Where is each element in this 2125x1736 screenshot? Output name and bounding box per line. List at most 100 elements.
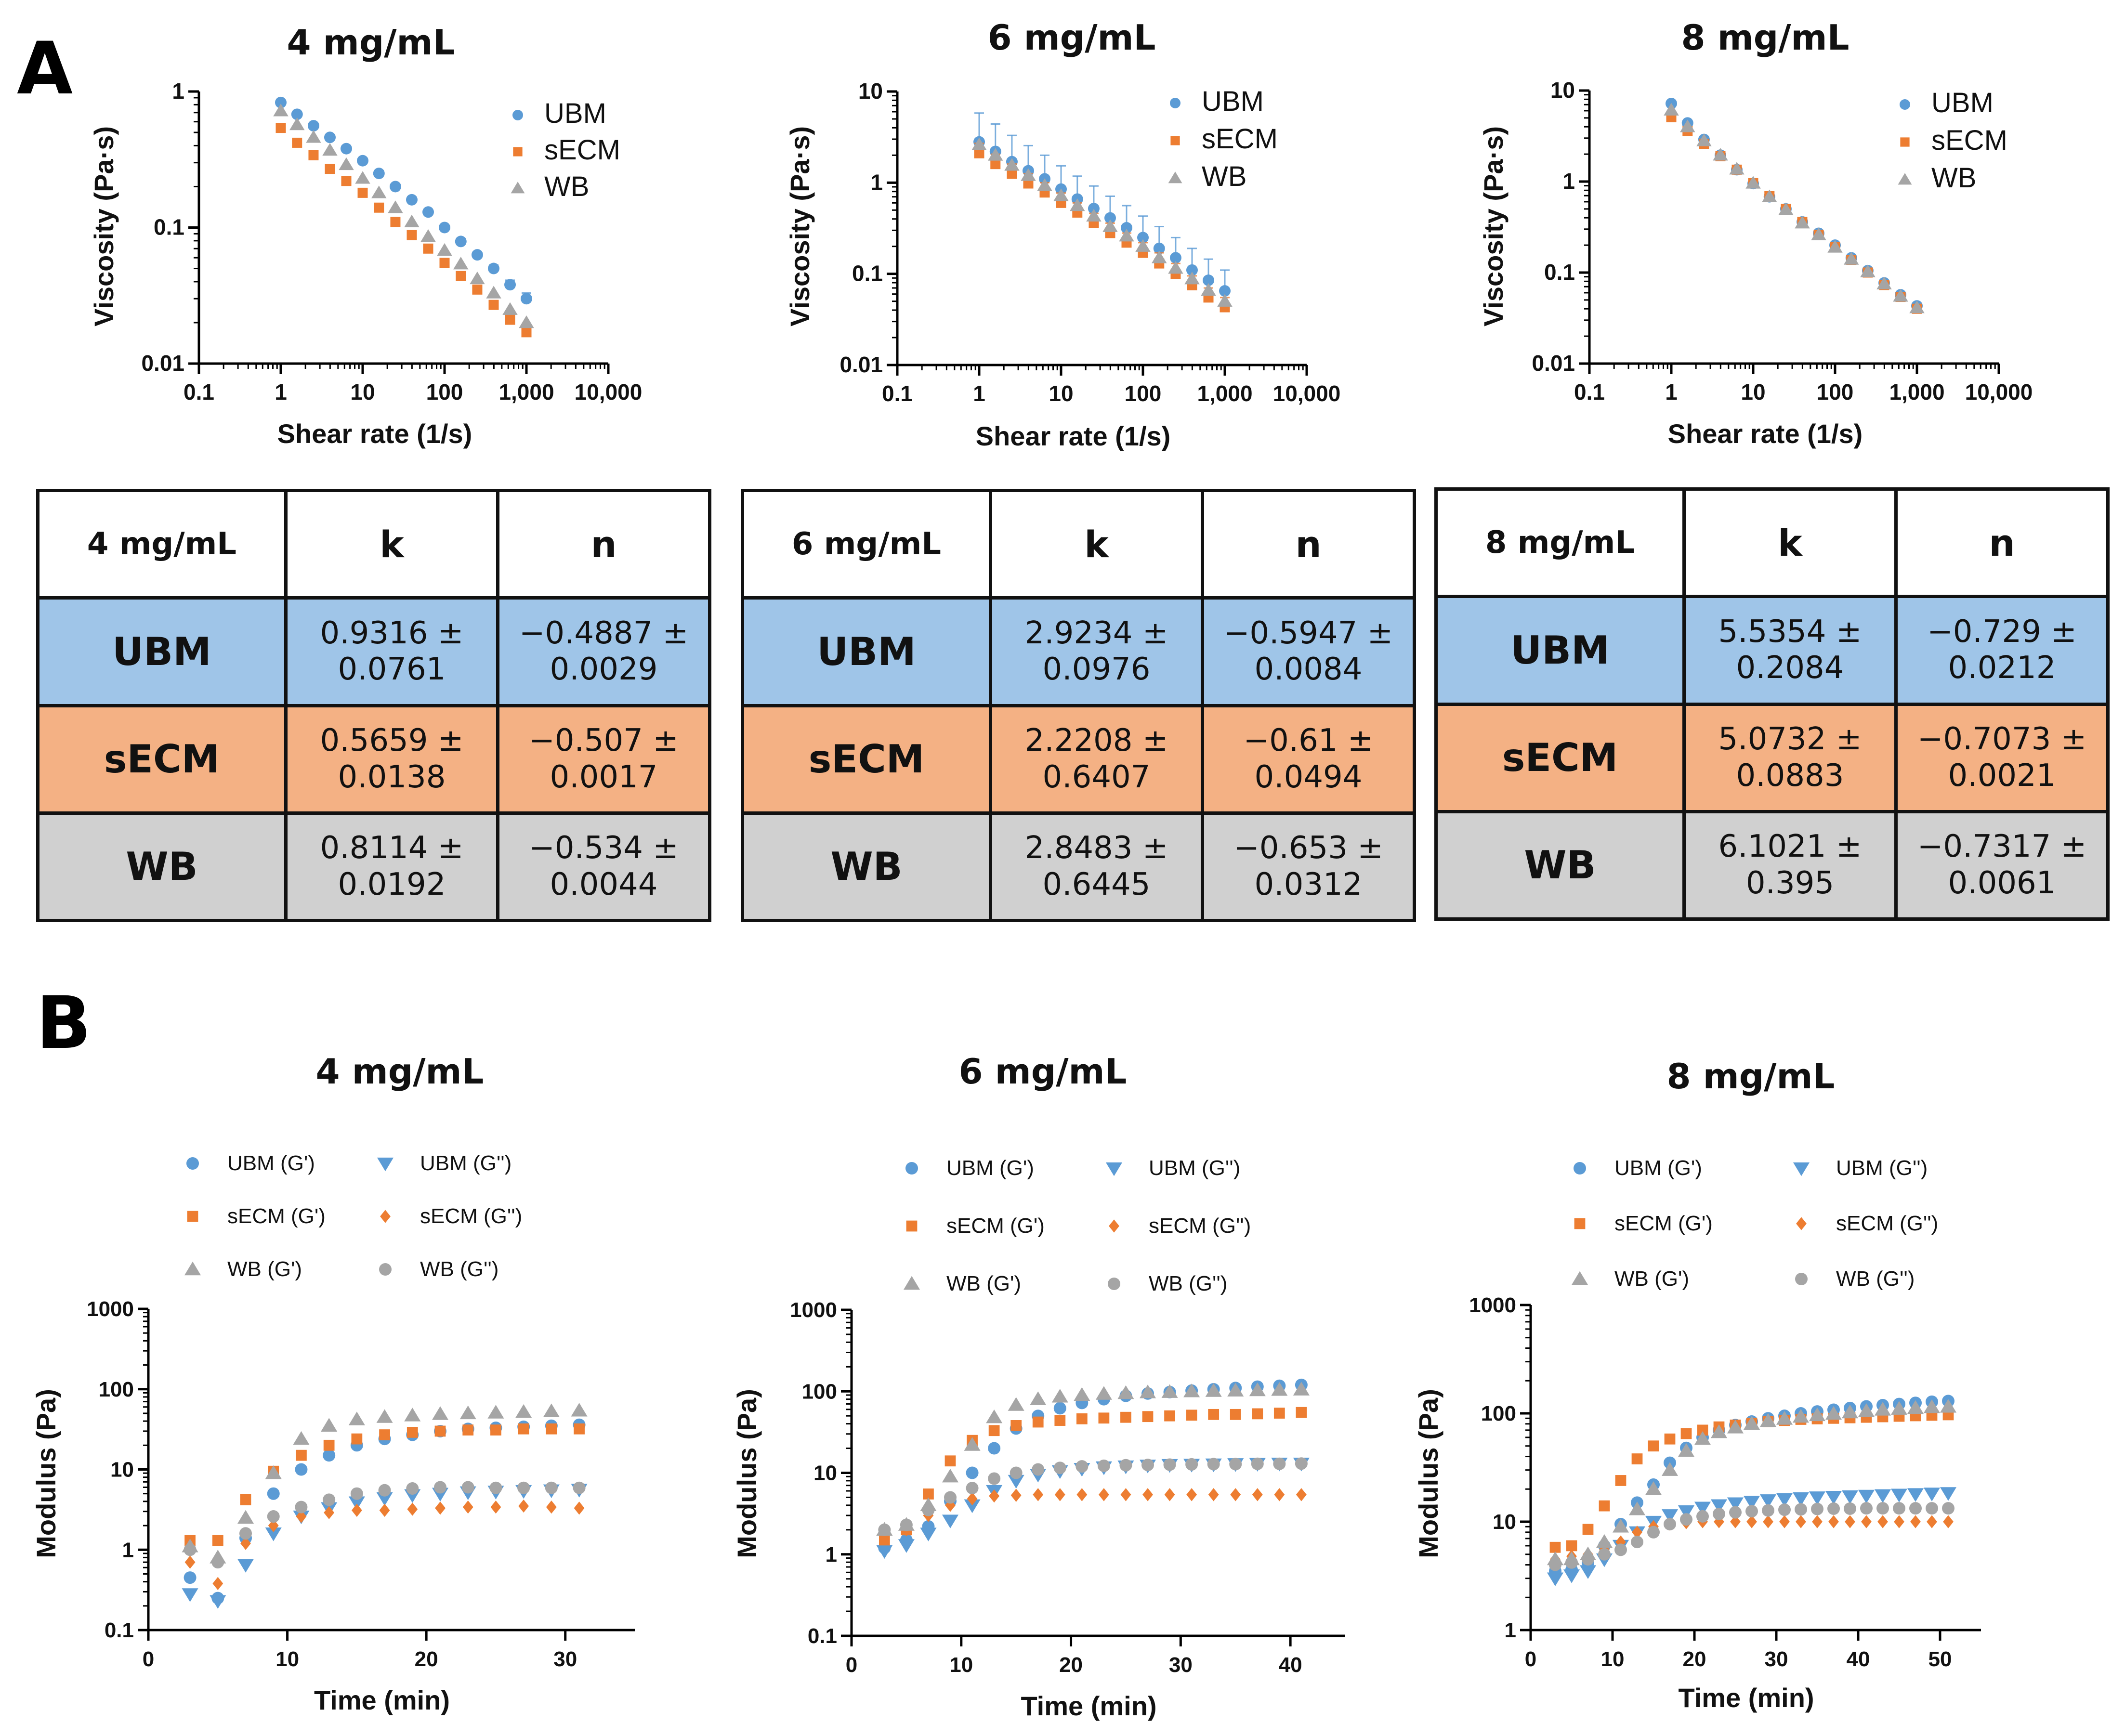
data-point [1628, 1501, 1646, 1515]
row-label-secm: sECM [1434, 702, 1686, 813]
data-point [1141, 1459, 1154, 1472]
data-point [376, 1409, 393, 1423]
n-value: −0.653 ±0.0312 [1201, 811, 1416, 923]
data-point [308, 150, 319, 160]
legend-marker [1168, 171, 1182, 183]
data-point [322, 143, 338, 156]
x-tick-label: 30 [553, 1647, 577, 1671]
legend: UBM sECM WB [1168, 86, 1278, 192]
x-tick-label: 10 [949, 1653, 973, 1677]
data-point [455, 235, 467, 248]
value-line: 5.0732 ± [1718, 721, 1862, 757]
data-point [1645, 1481, 1662, 1495]
data-point [1743, 1416, 1760, 1430]
data-point [1582, 1553, 1594, 1566]
chart-1: 4 mg/mL0.1 1 10 100 1,000 10,0000.010.11Shear… [89, 22, 642, 449]
power-law-table-8: 8 mg/mL k n UBM 5.5354 ±0.2084 −0.729 ±0… [1434, 487, 2110, 921]
y-tick-label: 1 [826, 1543, 837, 1566]
data-point [988, 148, 1003, 161]
data-point [1117, 1385, 1134, 1399]
data-point [1615, 1475, 1627, 1486]
data-point [573, 1481, 586, 1494]
legend-label: UBM [544, 98, 606, 129]
x-tick-label: 1 [973, 381, 985, 406]
data-point [341, 176, 352, 186]
legend-label: sECM [544, 134, 620, 166]
data-point [1860, 1502, 1873, 1515]
data-point [1893, 289, 1908, 302]
data-point [293, 1431, 310, 1445]
data-point [518, 1423, 529, 1435]
series-wb [1664, 103, 1925, 313]
data-point [546, 1423, 557, 1435]
data-point [1054, 1415, 1066, 1426]
y-tick-label: 1 [122, 1538, 134, 1562]
data-point [1940, 1487, 1957, 1501]
data-point [1779, 1515, 1790, 1528]
data-point [1037, 178, 1052, 191]
data-point [1273, 1408, 1285, 1419]
data-point [1293, 1382, 1310, 1396]
data-point [1923, 1488, 1941, 1501]
power-law-table-6: 6 mg/mL k n UBM 2.9234 ±0.0976 −0.5947 ±… [741, 488, 1416, 923]
col-header-n: n [496, 488, 711, 600]
data-point [1076, 1460, 1089, 1473]
y-tick-label: 100 [1481, 1402, 1516, 1425]
data-point [1010, 1466, 1023, 1479]
data-point [944, 1491, 957, 1504]
data-point [900, 1518, 913, 1531]
x-tick-label: 10,000 [1965, 379, 2033, 405]
legend-marker [1108, 1278, 1120, 1290]
chart-5: 6 mg/mL 0 10 20 30 40 0.1 1 10 100 1000 Time (min) M… [732, 1051, 1345, 1721]
data-point [942, 1468, 959, 1483]
data-point [966, 1482, 979, 1495]
data-point [1563, 1569, 1580, 1583]
data-point [1795, 216, 1810, 229]
data-point [515, 1404, 532, 1418]
data-point [439, 222, 450, 234]
data-point [1007, 169, 1017, 179]
data-point [348, 1411, 365, 1425]
n-value: −0.4887 ±0.0029 [496, 596, 711, 707]
data-point [1860, 264, 1876, 277]
data-point [1152, 250, 1167, 263]
value-line: 2.2208 ± [1024, 723, 1168, 759]
n-value: −0.507 ±0.0017 [496, 704, 711, 815]
col-header-n: n [1201, 488, 1416, 600]
legend-marker [1109, 1219, 1119, 1233]
data-point [1088, 203, 1100, 215]
n-value: −0.7073 ±0.0021 [1894, 702, 2110, 813]
data-point [265, 1527, 282, 1541]
n-value: −0.7317 ±0.0061 [1894, 809, 2110, 921]
data-point [1796, 1515, 1806, 1528]
data-point [1161, 1384, 1178, 1398]
data-point [1694, 1431, 1711, 1445]
series-ubm [973, 112, 1231, 297]
table-corner-label: 4 mg/mL [36, 488, 288, 600]
x-tick-label: 1,000 [1197, 381, 1252, 406]
data-point [967, 1492, 978, 1506]
y-tick-label: 1000 [1469, 1293, 1516, 1317]
legend-marker [513, 147, 523, 157]
data-point [988, 1442, 1001, 1455]
data-point [878, 1523, 891, 1536]
value-line: −0.653 ± [1233, 830, 1383, 866]
data-point [422, 206, 434, 218]
data-point [1076, 1413, 1088, 1424]
data-point [1632, 1526, 1642, 1539]
data-point [486, 286, 501, 299]
data-point [1074, 1387, 1090, 1401]
k-value: 0.9316 ±0.0761 [284, 596, 499, 707]
data-point [1909, 300, 1925, 313]
x-tick-label: 10 [350, 379, 375, 405]
data-point [1207, 1458, 1220, 1471]
data-point [521, 293, 532, 305]
data-point [292, 137, 302, 148]
x-tick-label: 30 [1765, 1647, 1788, 1671]
data-point [1844, 252, 1859, 265]
data-point [434, 1481, 446, 1494]
data-point [1943, 1515, 1954, 1528]
n-value: −0.729 ±0.0212 [1894, 595, 2110, 706]
row-label-secm: sECM [741, 704, 992, 815]
data-point [371, 185, 387, 198]
